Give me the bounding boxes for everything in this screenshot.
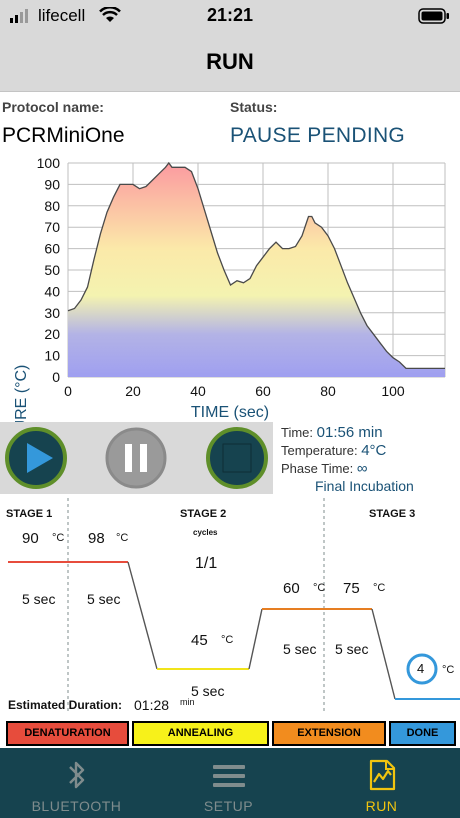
x-tick-label: 100: [381, 383, 405, 399]
run-controls: [0, 422, 273, 494]
tab-bluetooth[interactable]: BLUETOOTH: [10, 748, 143, 818]
tab-setup-label: SETUP: [203, 798, 254, 814]
nav-header: RUN: [0, 32, 460, 92]
status-bar: lifecell 21:21: [0, 0, 460, 32]
y-tick-label: 80: [44, 198, 60, 214]
stage1-temp2-unit: °C: [116, 532, 129, 544]
battery-icon: [418, 8, 449, 24]
stage3-temp1-unit: °C: [313, 582, 326, 594]
y-tick-label: 90: [44, 176, 60, 192]
status-label: Status:: [230, 99, 278, 115]
phase-time-info: Phase Time: ∞: [281, 460, 368, 477]
run-chart-icon: [369, 759, 395, 791]
legend-extension: EXTENSION: [272, 721, 386, 746]
tab-run[interactable]: RUN: [315, 748, 448, 818]
hold-temp-badge: [406, 653, 438, 685]
legend-annealing: ANNEALING: [132, 721, 269, 746]
y-tick-label: 70: [44, 219, 60, 235]
stage2-temp: 45: [191, 632, 208, 649]
estimated-duration-label: Estimated Duration:: [8, 698, 123, 712]
y-tick-label: 40: [44, 283, 60, 299]
play-button[interactable]: [4, 426, 68, 490]
x-tick-label: 80: [320, 383, 336, 399]
legend-done: DONE: [389, 721, 456, 746]
y-tick-label: 100: [37, 155, 61, 171]
stage2-temp-unit: °C: [221, 634, 234, 646]
cycles-label: cycles: [193, 528, 218, 537]
stage3-temp2-unit: °C: [373, 582, 386, 594]
signal-icon: [10, 9, 28, 23]
stage1-title: STAGE 1: [6, 508, 53, 520]
y-tick-label: 60: [44, 241, 60, 257]
cycles-value: 1/1: [195, 555, 218, 572]
stage3-time2: 5 sec: [335, 641, 369, 657]
wifi-icon: [99, 7, 121, 22]
phase-time-value: ∞: [356, 460, 368, 477]
stage3-temp1: 60: [283, 580, 300, 597]
y-tick-label: 50: [44, 262, 60, 278]
stage3-time1: 5 sec: [283, 641, 317, 657]
protocol-name: PCRMiniOne: [2, 124, 125, 147]
estimated-duration-value: 01:28: [134, 697, 170, 713]
phase-name: Final Incubation: [315, 478, 414, 494]
x-tick-label: 20: [125, 383, 141, 399]
bluetooth-icon: [68, 761, 84, 789]
stage2-time: 5 sec: [191, 683, 225, 699]
y-tick-label: 20: [44, 326, 60, 342]
stage1-time1: 5 sec: [22, 591, 56, 607]
carrier-name: lifecell: [38, 6, 86, 25]
hold-temp-unit: °C: [442, 664, 455, 676]
time-label: Time:: [281, 425, 314, 440]
y-axis-ticks: 0 10 20 30 40 50 60 70 80 90 100: [37, 155, 61, 385]
tab-run-label: RUN: [365, 798, 398, 814]
menu-icon: [212, 765, 245, 787]
x-tick-label: 60: [255, 383, 271, 399]
tab-bar: BLUETOOTH SETUP RUN: [0, 748, 460, 818]
phase-time-label: Phase Time:: [281, 461, 354, 476]
x-tick-label: 40: [190, 383, 206, 399]
y-tick-label: 30: [44, 305, 60, 321]
stage3-temp2: 75: [343, 580, 360, 597]
protocol-name-label: Protocol name:: [2, 99, 104, 115]
clock: 21:21: [206, 5, 254, 25]
temperature-area: [68, 163, 445, 377]
temperature-info: Temperature: 4°C: [281, 442, 386, 459]
time-value: 01:56 min: [316, 424, 383, 441]
y-tick-label: 10: [44, 348, 60, 364]
temperature-chart: 0 10 20 30 40 50 60 70 80 90 100 0 20 40 60 80 100 TEMP…: [13, 155, 446, 423]
hold-temp: 4: [417, 661, 425, 676]
time-info: Time: 01:56 min: [281, 424, 383, 441]
stage1-time2: 5 sec: [87, 591, 121, 607]
tab-setup[interactable]: SETUP: [162, 748, 295, 818]
estimated-duration-unit: min: [180, 697, 195, 707]
stage3-title: STAGE 3: [369, 508, 416, 520]
stop-button[interactable]: [205, 426, 269, 490]
x-tick-label: 0: [64, 383, 72, 399]
temperature-curve: [67, 161, 445, 370]
x-axis-label: TIME (sec): [191, 404, 269, 421]
stage1-temp2: 98: [88, 530, 105, 547]
tab-bluetooth-label: BLUETOOTH: [31, 798, 122, 814]
stage1-temp1-unit: °C: [52, 532, 65, 544]
stage2-title: STAGE 2: [180, 508, 227, 520]
stage-diagram: [8, 498, 460, 712]
status-value: PAUSE PENDING: [230, 124, 406, 147]
y-tick-label: 0: [52, 369, 60, 385]
stage1-temp1: 90: [22, 530, 39, 547]
pause-button[interactable]: [104, 426, 168, 490]
play-icon: [27, 443, 53, 473]
pause-icon: [125, 444, 147, 472]
stop-icon: [222, 443, 252, 473]
x-axis-ticks: 0 20 40 60 80 100: [64, 383, 405, 399]
y-axis-label: TEMPERATURE (°C): [13, 365, 30, 423]
temperature-value: 4°C: [361, 442, 387, 459]
temperature-label: Temperature:: [281, 443, 358, 458]
legend-denaturation: DENATURATION: [6, 721, 129, 746]
page-title: RUN: [206, 49, 254, 74]
